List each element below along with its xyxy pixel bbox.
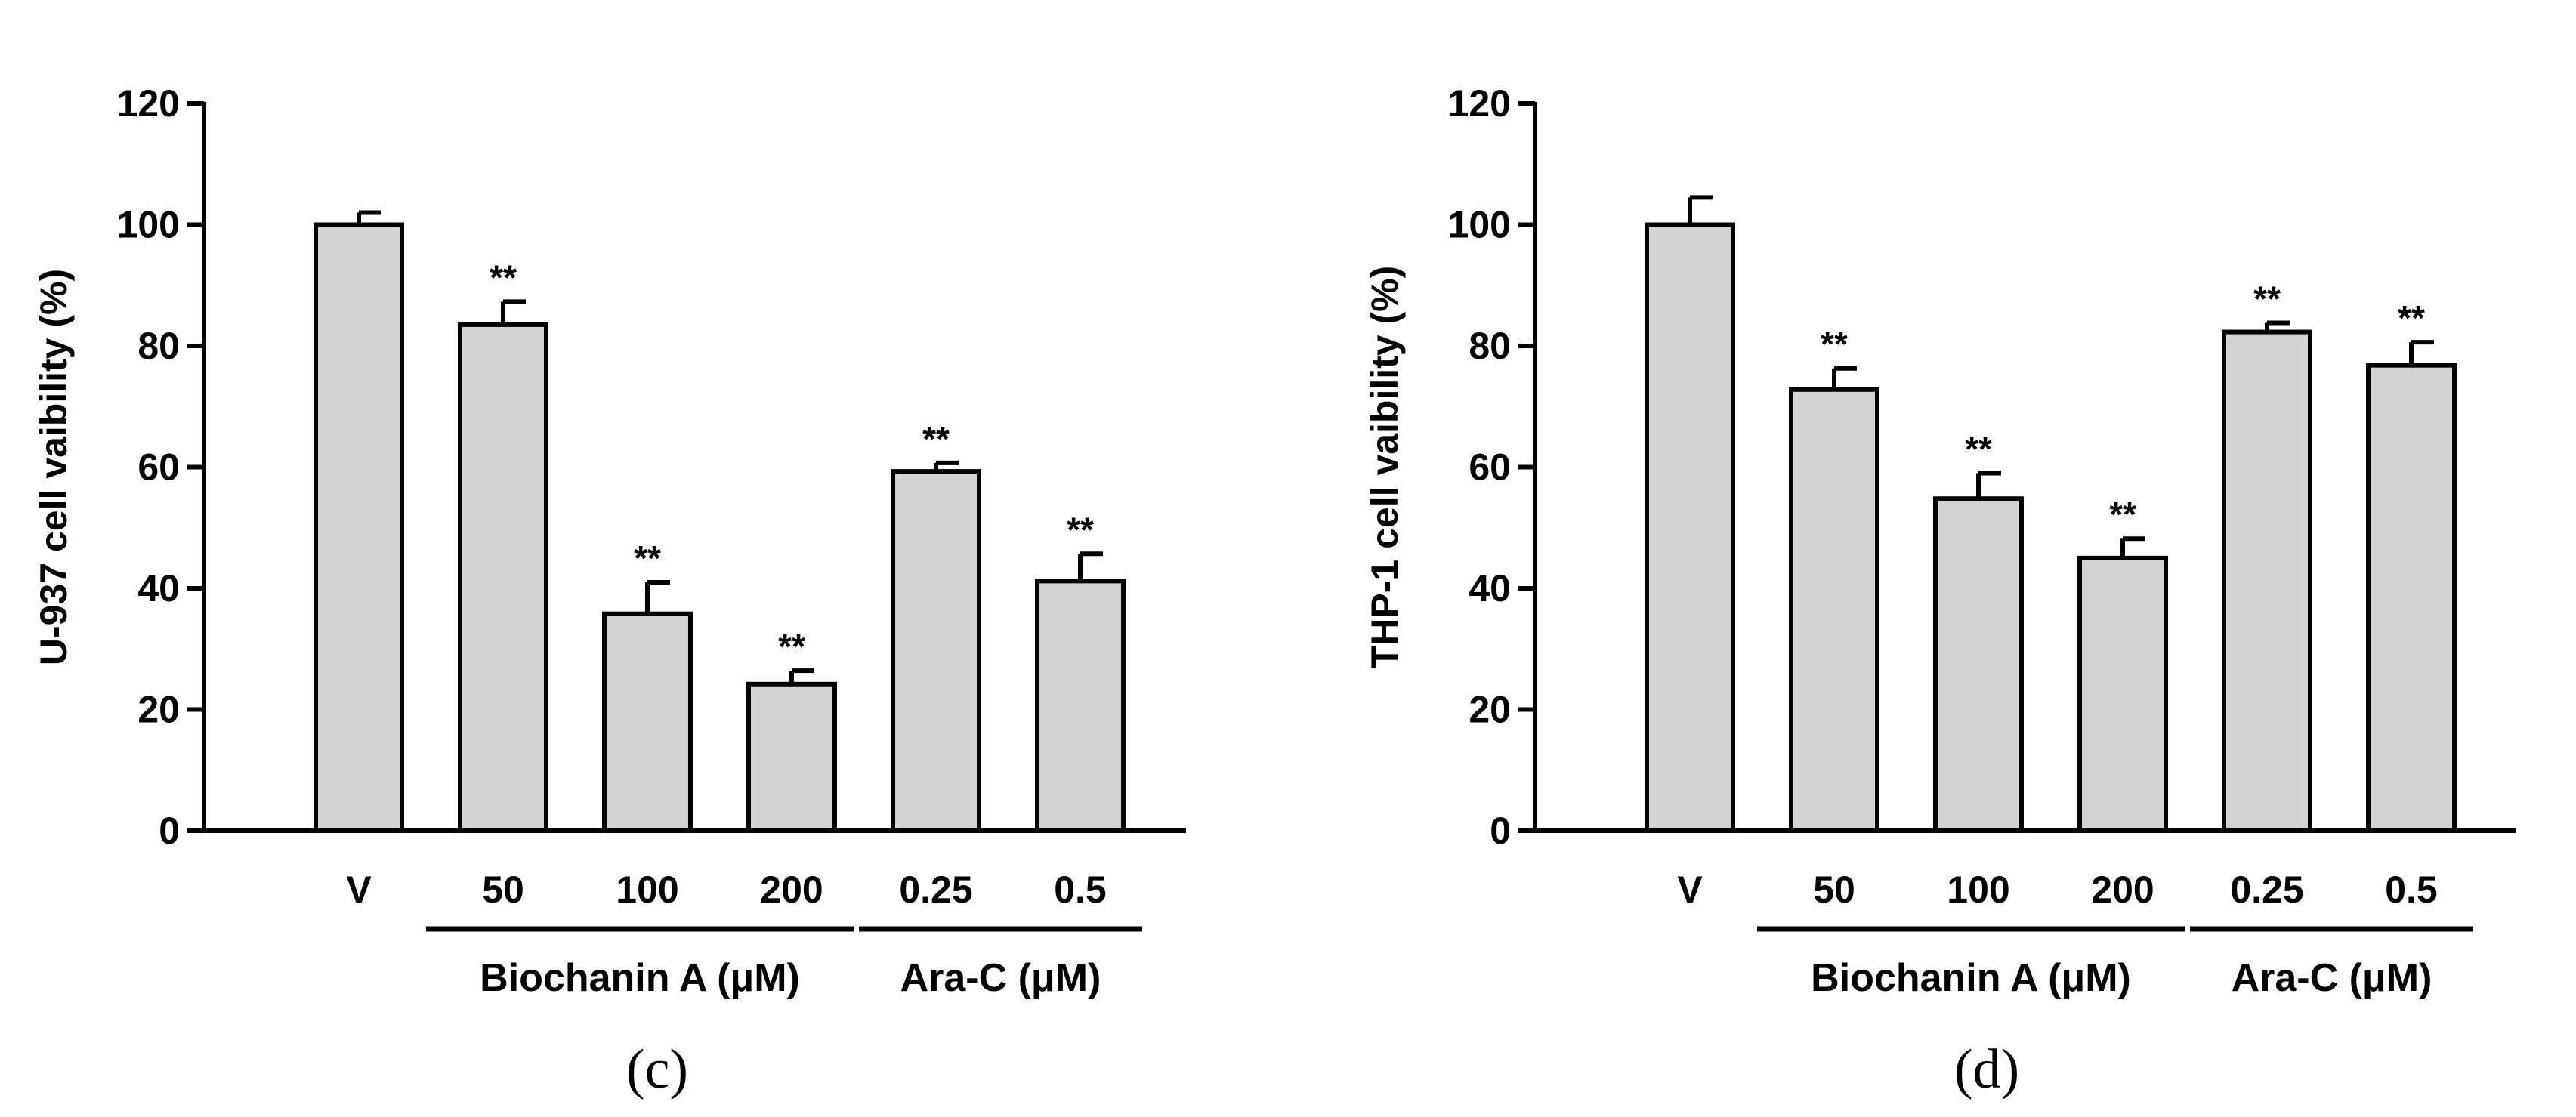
y-tick-label: 40: [1469, 567, 1511, 609]
significance-label: **: [778, 627, 805, 666]
y-tick-label: 60: [1469, 446, 1511, 489]
y-tick-label: 40: [137, 567, 180, 609]
group-label: Ara-C (μM): [2232, 956, 2432, 1000]
y-tick-label: 100: [1448, 204, 1511, 246]
y-tick-label: 80: [1469, 325, 1511, 367]
bar-V: [1645, 222, 1735, 833]
y-tick-label: 0: [1490, 810, 1511, 852]
y-axis-title: THP-1 cell vaibility (%): [1364, 266, 1406, 668]
significance-label: **: [490, 258, 517, 297]
significance-label: **: [1821, 325, 1848, 364]
x-tick-label: V: [1677, 869, 1703, 911]
bar-0.5: [2366, 363, 2457, 833]
significance-label: **: [634, 538, 661, 578]
x-tick-label: 100: [616, 869, 678, 911]
bar-50: [1789, 387, 1879, 833]
x-tick-label: 0.5: [2385, 869, 2438, 911]
x-tick-label: 0.25: [2230, 869, 2303, 911]
panel-c: 0 20 40 60 80 100 120 U-937 cell vaibility (%) V…: [32, 82, 1186, 1100]
y-tick-label: 120: [117, 82, 180, 125]
bar-100: [1933, 496, 2024, 833]
significance-label: **: [2398, 298, 2425, 338]
bar-0.5: [1035, 579, 1126, 833]
x-tick-label: 50: [482, 869, 524, 911]
x-tick-label: V: [346, 869, 372, 911]
group-label: Biochanin A (μM): [1811, 956, 2131, 1000]
y-axis-title: U-937 cell vaibility (%): [32, 269, 75, 665]
x-tick-label: 200: [760, 869, 823, 911]
y-tick-label: 0: [159, 810, 180, 852]
x-tick-label: 50: [1813, 869, 1855, 911]
bar-100: [602, 611, 693, 834]
y-tick-label: 60: [137, 446, 180, 489]
panel-label: (c): [626, 1038, 688, 1100]
significance-label: **: [1067, 510, 1094, 549]
y-tick-label: 100: [117, 204, 180, 246]
y-tick-label: 120: [1448, 82, 1511, 125]
bar-200: [746, 681, 837, 833]
x-tick-label: 100: [1947, 869, 2009, 911]
x-tick-label: 0.5: [1054, 869, 1107, 911]
bar-V: [314, 222, 404, 833]
bar-0.25: [891, 469, 981, 833]
y-tick-label: 80: [137, 325, 180, 367]
bar-200: [2077, 555, 2168, 833]
significance-label: **: [2109, 495, 2136, 534]
panel-label: (d): [1954, 1038, 2019, 1100]
y-tick-label: 20: [1469, 689, 1511, 731]
x-tick-label: 200: [2091, 869, 2154, 911]
significance-label: **: [2253, 279, 2281, 319]
bar-0.25: [2222, 329, 2312, 834]
panel-d: 0 20 40 60 80 100 120 THP-1 cell vaibility (%) V…: [1364, 82, 2516, 1100]
x-tick-label: 0.25: [899, 869, 972, 911]
bar-50: [458, 322, 548, 834]
group-label: Ara-C (μM): [900, 956, 1101, 1000]
significance-label: **: [922, 419, 950, 458]
significance-label: **: [1965, 430, 1992, 469]
y-tick-label: 20: [137, 689, 180, 731]
group-label: Biochanin A (μM): [480, 956, 800, 1000]
